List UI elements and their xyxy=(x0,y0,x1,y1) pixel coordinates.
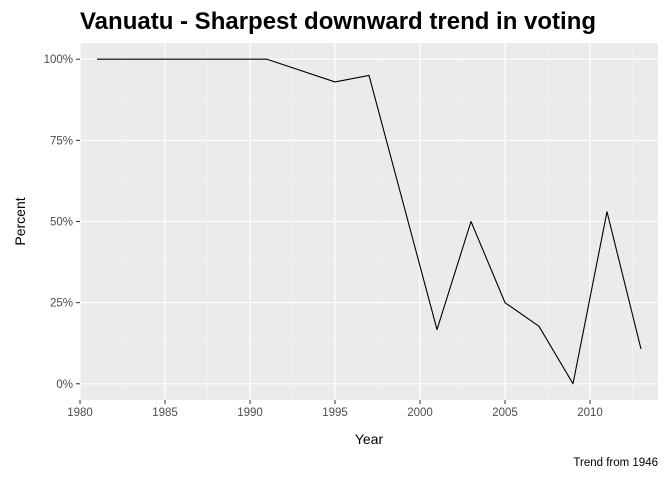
y-tick-label: 100% xyxy=(44,54,73,66)
x-tick-label: 2005 xyxy=(492,407,518,419)
x-tick-label: 1990 xyxy=(237,407,263,419)
x-axis: 1980 1985 1990 1995 2000 2005 2010 xyxy=(67,400,603,419)
x-tick-label: 2010 xyxy=(577,407,603,419)
y-tick-label: 50% xyxy=(50,217,73,229)
x-tick-label: 1985 xyxy=(152,407,178,419)
x-tick-label: 2000 xyxy=(407,407,433,419)
y-axis-title: Percent xyxy=(12,197,28,245)
y-tick-label: 75% xyxy=(50,135,73,147)
series-layer xyxy=(97,58,642,385)
y-tick-label: 0% xyxy=(56,379,73,391)
x-axis-title: Year xyxy=(355,431,384,447)
y-axis: 0% 25% 50% 75% 100% xyxy=(44,54,80,391)
y-tick-label: 25% xyxy=(50,298,73,310)
chart-caption: Trend from 1946 xyxy=(573,457,658,469)
x-tick-label: 1995 xyxy=(322,407,348,419)
chart-title: Vanuatu - Sharpest downward trend in vot… xyxy=(80,8,597,35)
x-tick-label: 1980 xyxy=(67,407,93,419)
series-line-0 xyxy=(97,58,642,385)
